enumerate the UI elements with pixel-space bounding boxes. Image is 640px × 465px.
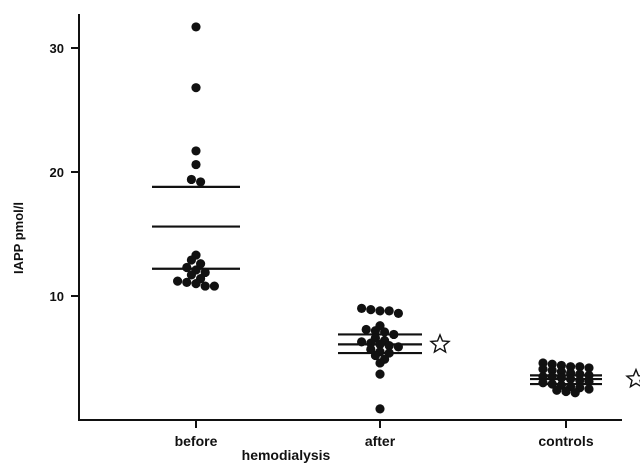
category-label-after: after — [365, 433, 396, 449]
data-point-after — [389, 329, 399, 340]
data-point-after — [357, 337, 367, 347]
data-point-after — [370, 350, 380, 361]
data-point-after — [393, 342, 403, 352]
data-point-before — [191, 146, 201, 156]
data-point-controls — [566, 374, 576, 384]
data-point-before — [173, 276, 183, 286]
data-point-after — [375, 404, 385, 414]
data-point-before — [209, 281, 219, 291]
data-point-controls — [547, 372, 557, 382]
data-point-before — [200, 281, 210, 291]
data-point-before — [182, 277, 192, 287]
x-ticks: before after controls — [175, 420, 594, 449]
data-point-controls — [561, 386, 571, 397]
y-tick-label-20: 20 — [50, 165, 64, 180]
data-point-after — [357, 303, 367, 313]
data-point-before — [186, 255, 196, 265]
data-point-controls — [584, 363, 594, 373]
data-point-before — [191, 22, 201, 32]
group-label-hemodialysis: hemodialysis — [242, 447, 331, 463]
data-point-controls — [584, 384, 594, 394]
data-point-controls — [538, 378, 548, 388]
y-axis-label: IAPP pmol/l — [11, 202, 26, 274]
data-points — [173, 22, 594, 414]
category-label-before: before — [175, 433, 218, 449]
data-point-controls — [575, 362, 585, 372]
significance-star-after — [429, 332, 451, 354]
data-point-after — [375, 369, 385, 379]
data-point-controls — [575, 375, 585, 385]
significance-markers — [429, 332, 640, 389]
data-point-before — [186, 270, 196, 280]
data-point-after — [366, 305, 376, 315]
y-tick-label-10: 10 — [50, 289, 64, 304]
significance-star-controls — [625, 367, 640, 389]
data-point-before — [182, 262, 192, 273]
data-point-after — [375, 339, 385, 349]
data-point-before — [191, 83, 201, 93]
data-point-after — [361, 324, 371, 335]
data-point-controls — [538, 364, 548, 374]
data-point-after — [384, 341, 394, 351]
data-point-after — [384, 306, 394, 316]
data-point-controls — [552, 385, 562, 395]
data-point-before — [186, 174, 196, 185]
data-point-before — [196, 177, 206, 187]
y-tick-label-30: 30 — [50, 41, 64, 56]
data-point-controls — [584, 376, 594, 387]
data-point-controls — [570, 388, 580, 398]
data-point-after — [375, 306, 385, 316]
y-ticks: 10 20 30 — [50, 41, 79, 304]
data-point-after — [370, 326, 380, 336]
data-point-after — [393, 308, 403, 318]
data-point-before — [191, 279, 201, 289]
data-point-after — [380, 327, 390, 337]
data-point-after — [375, 358, 385, 368]
data-point-before — [191, 159, 201, 170]
data-point-controls — [556, 373, 567, 383]
category-label-controls: controls — [538, 433, 593, 449]
chart-axes — [78, 14, 622, 421]
